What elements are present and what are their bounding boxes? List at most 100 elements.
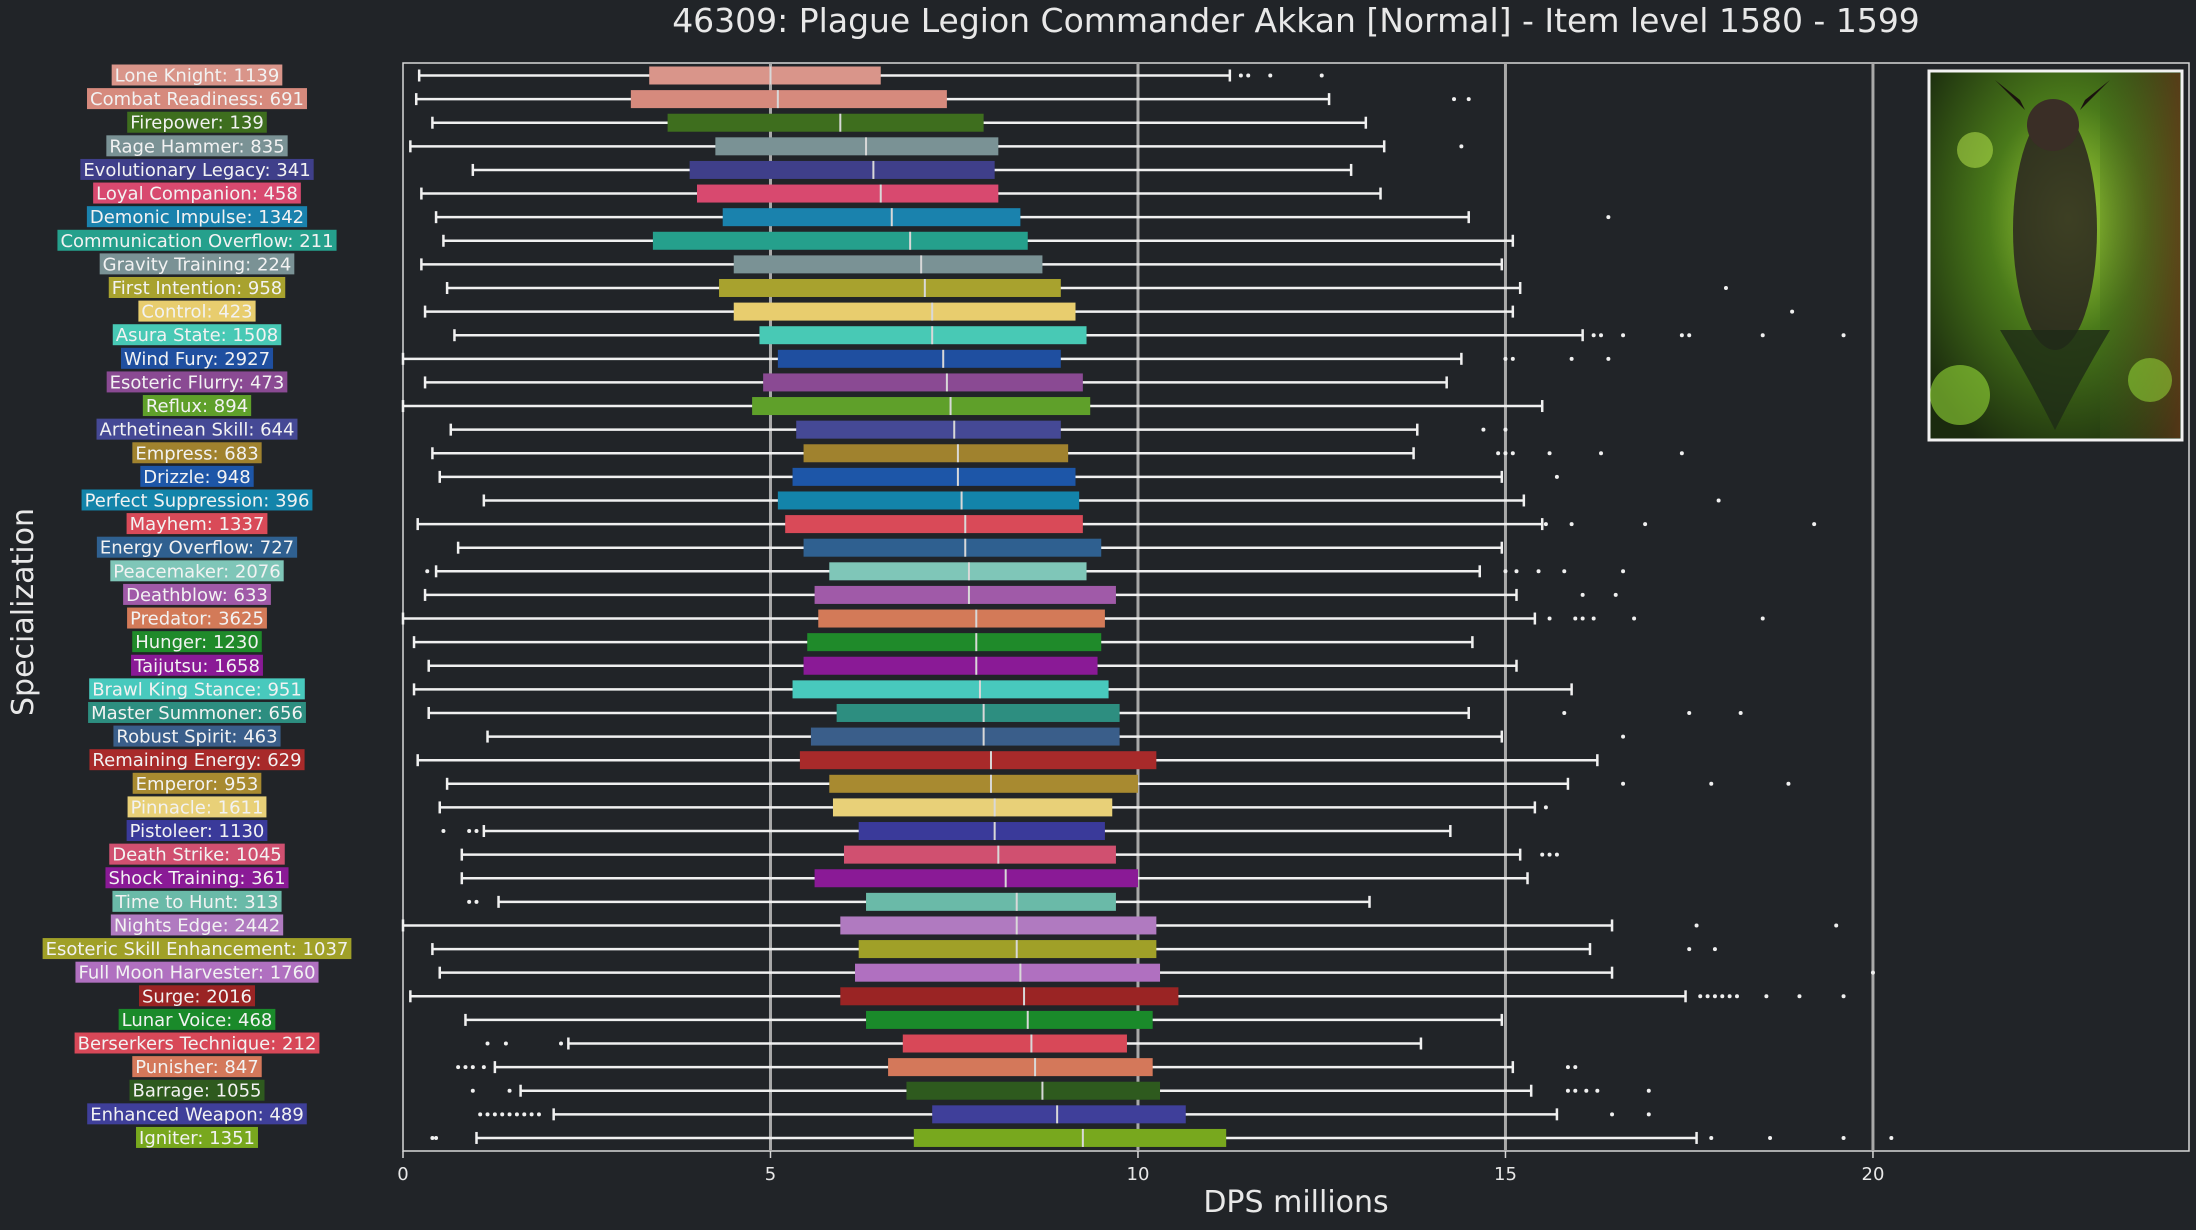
iqr-box	[792, 467, 1076, 486]
iqr-box	[858, 822, 1105, 841]
specialization-label-text: Communication Overflow: 211	[60, 231, 333, 252]
x-tick-label: 5	[765, 1164, 776, 1185]
outlier-point	[463, 1065, 468, 1070]
outlier-point	[430, 1135, 435, 1140]
outlier-point	[1459, 144, 1464, 149]
outlier-point	[1573, 1065, 1578, 1070]
outlier-point	[470, 1065, 475, 1070]
box-row	[453, 326, 1846, 345]
box-row	[416, 515, 1817, 534]
label-background	[106, 135, 288, 157]
box-row	[412, 680, 1573, 699]
specialization-label: Lunar Voice: 468	[118, 1008, 276, 1031]
specialization-label: Master Summoner: 656	[88, 701, 306, 724]
outlier-point	[425, 569, 430, 574]
outlier-point	[1632, 616, 1637, 621]
iqr-box	[777, 349, 1061, 368]
specialization-label-text: Lone Knight: 1139	[115, 66, 280, 87]
outlier-point	[522, 1112, 527, 1117]
label-background	[127, 111, 267, 133]
specialization-label-text: Taijutsu: 1658	[133, 656, 260, 677]
specialization-label-text: Asura State: 1508	[116, 325, 279, 346]
outlier-point	[1565, 1088, 1570, 1093]
specialization-label: Punisher: 847	[132, 1056, 262, 1078]
label-background	[127, 796, 267, 818]
box-row	[485, 1034, 1423, 1053]
box-row	[431, 113, 1368, 132]
specialization-label-text: Predator: 3625	[130, 609, 264, 630]
outlier-point	[1569, 522, 1574, 527]
specialization-label-text: Time to Hunt: 313	[114, 892, 278, 913]
label-background	[112, 890, 282, 912]
outlier-point	[1790, 309, 1795, 314]
outlier-point	[1679, 451, 1684, 456]
outlier-point	[1591, 616, 1596, 621]
specialization-label: Communication Overflow: 211	[57, 229, 337, 252]
specialization-label-text: Gravity Training: 224	[103, 254, 292, 275]
box-row	[456, 538, 1504, 557]
outlier-point	[1812, 522, 1817, 527]
outlier-point	[1712, 994, 1717, 999]
iqr-box	[759, 326, 1087, 345]
specialization-label: Deathblow: 633	[123, 583, 271, 606]
box-row	[412, 633, 1474, 652]
outlier-point	[1496, 451, 1501, 456]
specialization-label-text: Igniter: 1351	[139, 1128, 255, 1149]
box-row	[431, 940, 1717, 959]
box-row	[456, 1058, 1578, 1077]
specialization-label: Gravity Training: 224	[99, 253, 295, 275]
specialization-label-text: Arthetinean Skill: 644	[100, 420, 295, 441]
outlier-point	[1834, 923, 1839, 928]
outlier-point	[1613, 592, 1618, 597]
outlier-point	[1646, 1112, 1651, 1117]
specialization-label-text: Drizzle: 948	[143, 467, 250, 488]
specialization-label-text: Reflux: 894	[146, 396, 248, 417]
label-background	[132, 442, 262, 464]
label-background	[112, 324, 282, 346]
box-row	[445, 774, 1791, 793]
specialization-label: Asura State: 1508	[112, 324, 282, 346]
outlier-point	[1503, 427, 1508, 432]
outlier-point	[1536, 569, 1541, 574]
outlier-point	[1580, 592, 1585, 597]
label-background	[140, 465, 254, 487]
iqr-box	[906, 1081, 1161, 1100]
outlier-point	[1687, 947, 1692, 952]
box-row	[482, 491, 1721, 510]
iqr-box	[858, 940, 1157, 959]
outlier-point	[1599, 451, 1604, 456]
outlier-point	[1687, 710, 1692, 715]
specialization-label-text: Pinnacle: 1611	[131, 797, 264, 818]
iqr-box	[733, 255, 1043, 274]
outlier-point	[467, 829, 472, 834]
specialization-label-text: Brawl King Stance: 951	[92, 679, 302, 700]
iqr-box	[715, 137, 999, 156]
iqr-box	[855, 963, 1161, 982]
specialization-label: Reflux: 894	[142, 395, 252, 417]
outlier-point	[507, 1112, 512, 1117]
box-row	[438, 467, 1559, 486]
outlier-point	[485, 1112, 490, 1117]
box-row	[449, 420, 1508, 439]
specialization-label-text: Demonic Impulse: 1342	[90, 207, 304, 228]
label-background	[127, 607, 267, 629]
specialization-label-text: Emperor: 953	[136, 774, 259, 795]
outlier-point	[441, 829, 446, 834]
label-background	[74, 1032, 320, 1054]
specialization-label: Berserkers Technique: 212	[74, 1032, 320, 1055]
label-background	[123, 583, 271, 605]
outlier-point	[1238, 73, 1243, 78]
outlier-point	[1466, 97, 1471, 102]
label-background	[105, 867, 289, 889]
specialization-label: Nights Edge: 2442	[110, 914, 284, 936]
outlier-point	[1562, 569, 1567, 574]
box-row	[409, 137, 1464, 156]
label-background	[57, 229, 337, 251]
specialization-label: Perfect Suppression: 396	[81, 489, 313, 511]
outlier-point	[1584, 1088, 1589, 1093]
outlier-point	[1565, 1065, 1570, 1070]
specialization-label: Demonic Impulse: 1342	[86, 206, 308, 228]
specialization-label: Pinnacle: 1611	[127, 796, 267, 818]
specialization-label: Esoteric Flurry: 473	[106, 371, 288, 393]
iqr-box	[652, 231, 1028, 250]
